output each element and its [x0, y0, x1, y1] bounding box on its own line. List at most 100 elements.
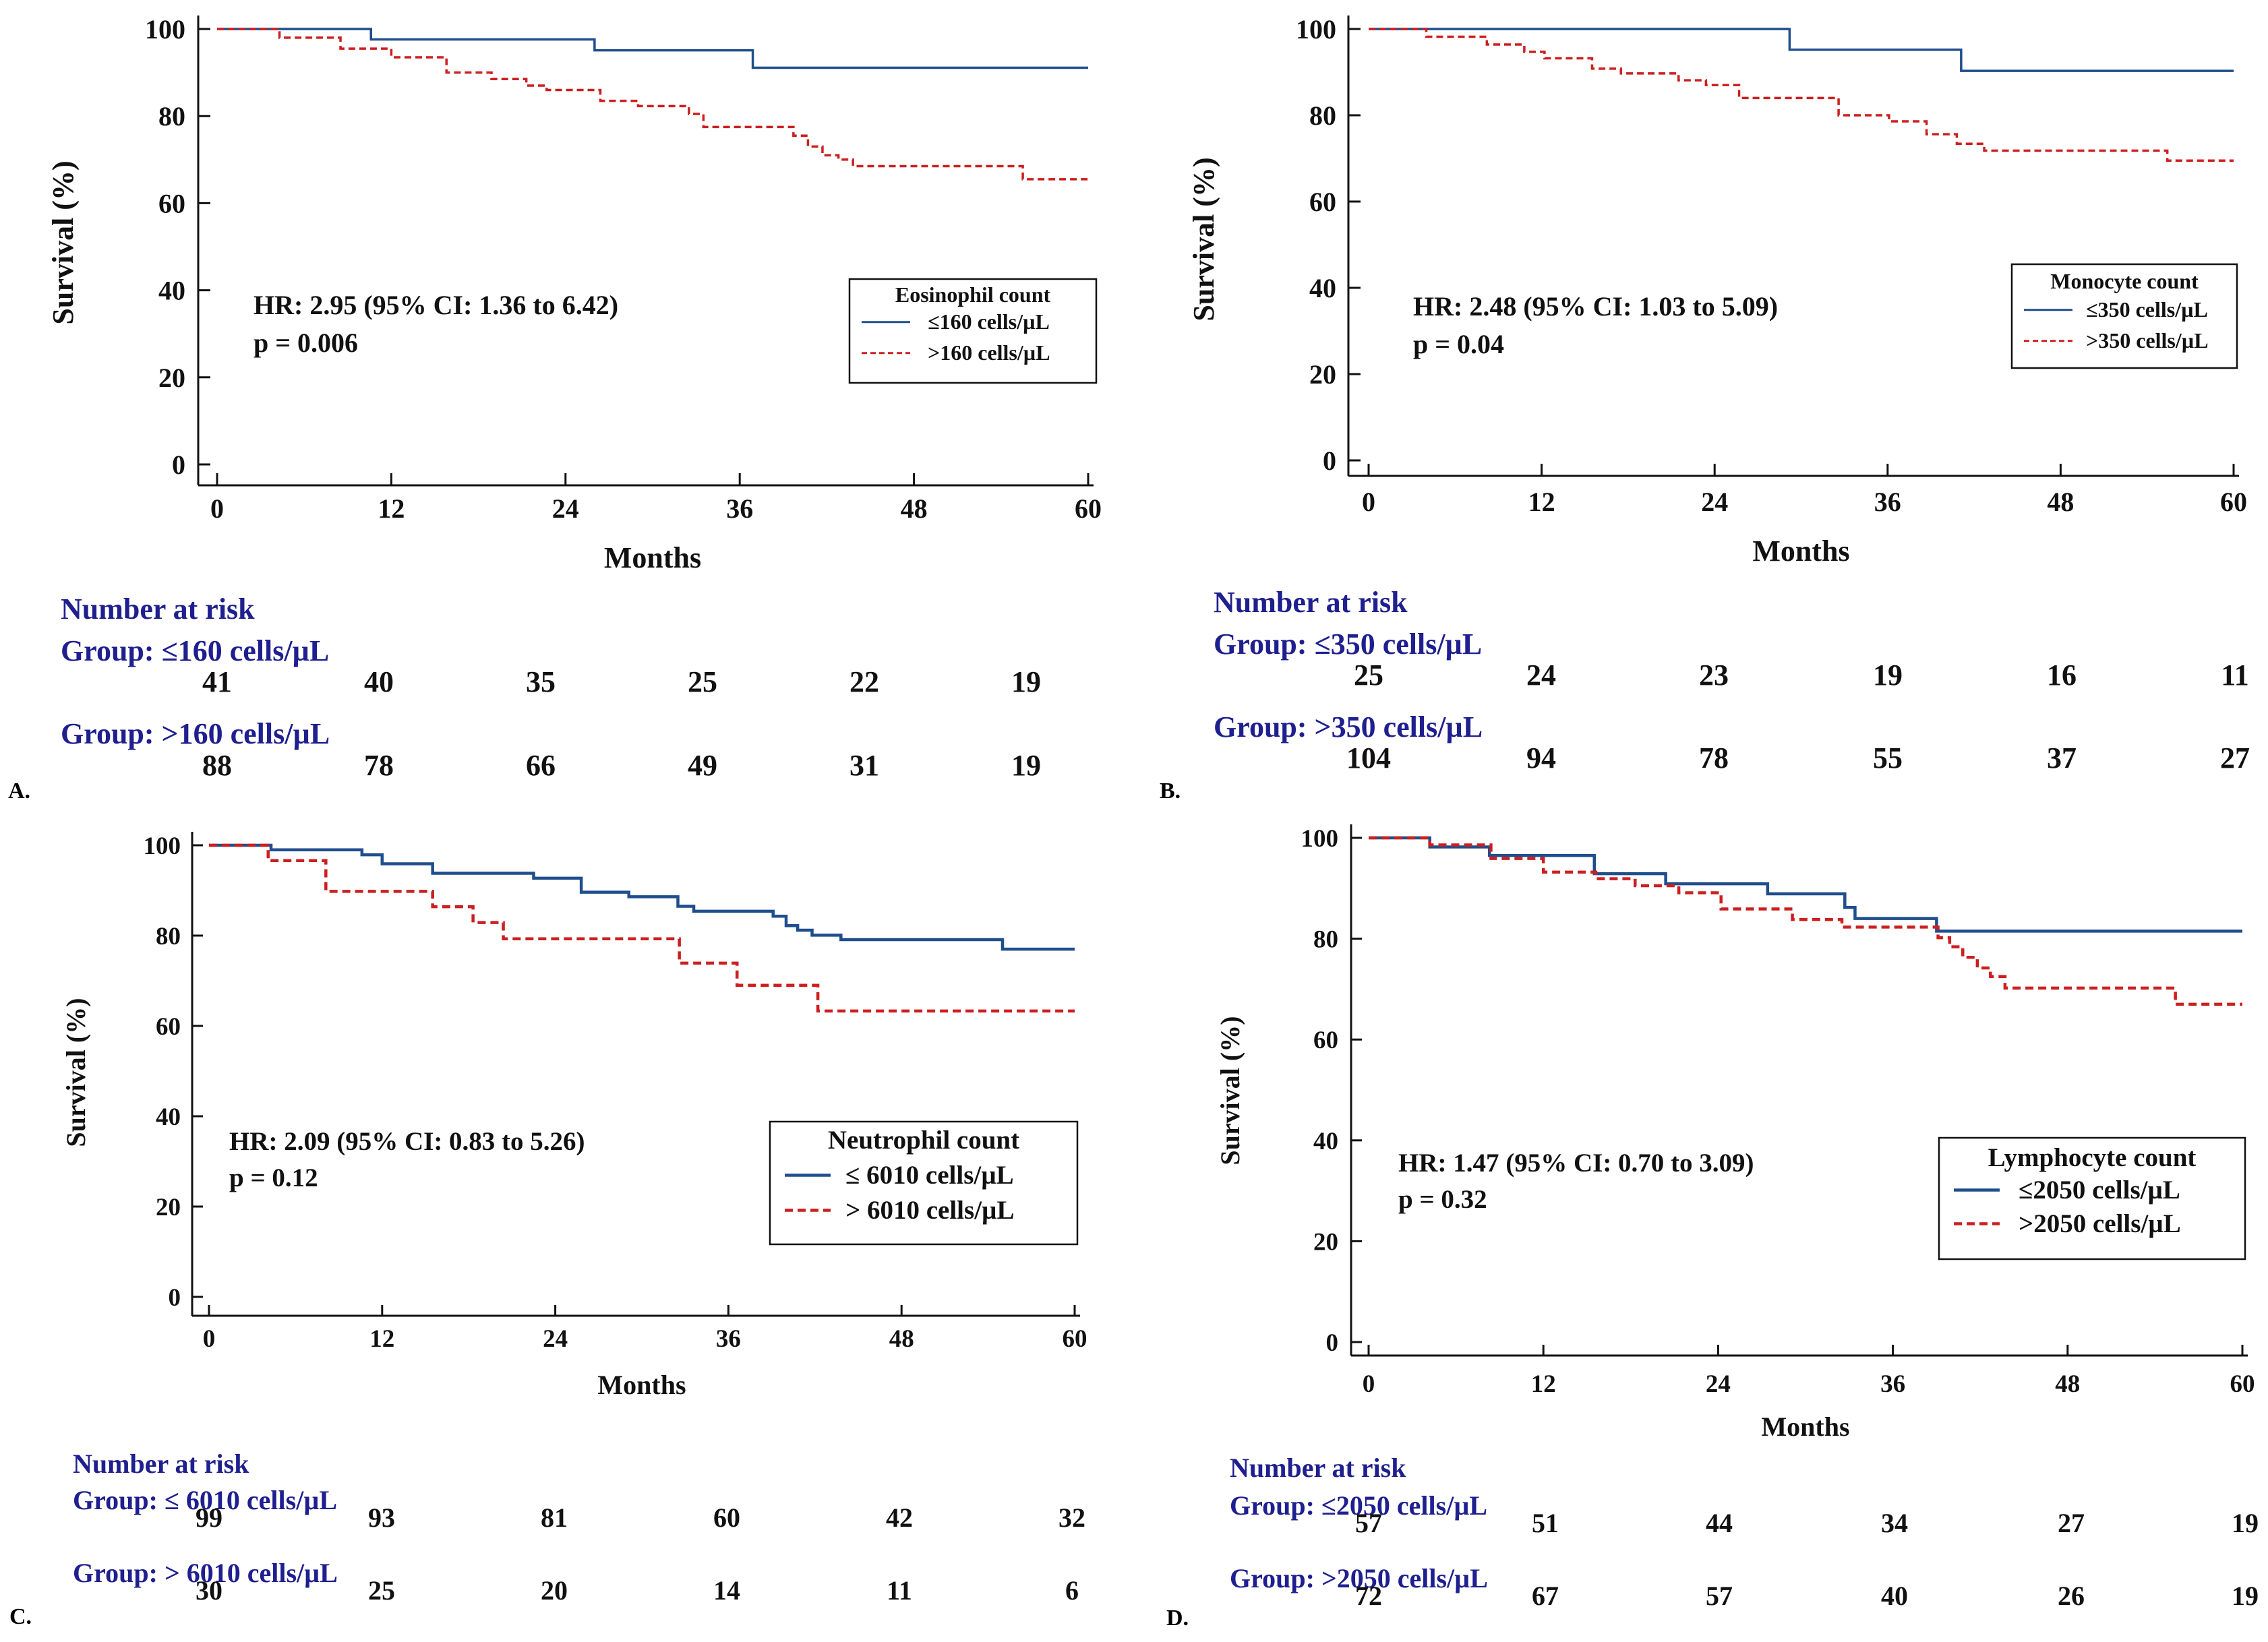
risk-table-value: 78 [364, 749, 394, 782]
risk-table-value: 67 [1532, 1581, 1559, 1611]
legend-item-label: ≤ 6010 cells/µL [845, 1161, 1014, 1190]
risk-table-value: 20 [541, 1575, 568, 1606]
y-axis-label: Survival (%) [1187, 157, 1220, 321]
risk-table-value: 24 [1526, 659, 1556, 692]
risk-table-value: 44 [1706, 1508, 1733, 1538]
x-tick-label: 60 [2220, 487, 2247, 517]
x-tick-label: 60 [1075, 493, 1102, 524]
y-tick-label: 60 [156, 1013, 181, 1041]
x-tick-label: 48 [901, 493, 928, 524]
x-tick-label: 36 [1874, 487, 1901, 517]
y-tick-label: 40 [158, 276, 185, 306]
risk-table-value: 78 [1699, 741, 1729, 774]
risk-table-value: 25 [1354, 659, 1383, 692]
risk-table-value: 23 [1699, 659, 1729, 692]
risk-table-title: Number at risk [61, 592, 255, 626]
km-panel-c: 0 20 40 60 80 100 0 12 24 36 48 60 Months Survival (%… [0, 821, 1134, 1642]
risk-group-label-2: Group: > 6010 cells/µL [73, 1558, 338, 1588]
x-tick-label: 60 [1063, 1325, 1087, 1353]
risk-table-title: Number at risk [1214, 586, 1408, 619]
legend-item-label: > 6010 cells/µL [845, 1196, 1015, 1225]
risk-table-value: 40 [364, 665, 394, 698]
legend-title: Monocyte count [2050, 269, 2199, 293]
panel-letter: D. [1166, 1606, 1189, 1631]
km-chart-b: 0 20 40 60 80 100 0 12 24 36 48 60 Months Survival (%… [1187, 14, 2247, 568]
survival-curve-high-group [1369, 28, 2234, 162]
x-tick-label: 36 [1880, 1370, 1905, 1398]
y-tick-label: 80 [1313, 926, 1338, 954]
risk-table-value: 81 [541, 1502, 568, 1533]
km-panel-b: 0 20 40 60 80 100 0 12 24 36 48 60 Months Survival (%… [1134, 0, 2268, 821]
survival-curve-high-group [209, 843, 1075, 1013]
risk-table-value: 19 [1873, 659, 1903, 692]
survival-curve-high-group [1369, 836, 2242, 1006]
risk-table-value: 99 [196, 1502, 222, 1533]
legend-item-label: ≤2050 cells/µL [2019, 1176, 2180, 1205]
risk-table-value: 22 [849, 665, 879, 698]
y-tick-label: 60 [158, 188, 185, 218]
y-tick-label: 40 [1313, 1128, 1338, 1155]
risk-table-value: 26 [2058, 1581, 2085, 1611]
y-tick-label: 20 [1313, 1228, 1338, 1256]
legend-item-label: >2050 cells/µL [2019, 1209, 2181, 1238]
risk-table-title: Number at risk [73, 1449, 249, 1479]
y-tick-label: 0 [169, 1284, 181, 1312]
y-tick-label: 100 [145, 14, 185, 44]
risk-table-value: 27 [2220, 741, 2250, 774]
risk-table-value: 60 [713, 1502, 740, 1533]
risk-table-value: 19 [2232, 1508, 2259, 1538]
hazard-ratio-text: HR: 2.95 (95% CI: 1.36 to 6.42) [253, 290, 618, 320]
p-value-text: p = 0.32 [1398, 1185, 1487, 1214]
km-chart-d: 0 20 40 60 80 100 0 12 24 36 48 60 Months Survival (%… [1215, 824, 2255, 1442]
risk-table-value: 37 [2047, 741, 2077, 774]
x-tick-label: 0 [203, 1325, 216, 1353]
x-tick-label: 60 [2230, 1370, 2255, 1398]
y-tick-label: 20 [158, 363, 185, 393]
panel-letter: A. [8, 779, 31, 803]
hazard-ratio-text: HR: 2.09 (95% CI: 0.83 to 5.26) [229, 1127, 585, 1156]
risk-table-value: 19 [2232, 1581, 2259, 1611]
x-tick-label: 48 [2055, 1370, 2080, 1398]
risk-group-label-2: Group: >2050 cells/µL [1230, 1563, 1488, 1593]
x-axis-label: Months [1761, 1411, 1849, 1442]
legend-item-label: ≤350 cells/µL [2086, 297, 2208, 322]
x-axis-label: Months [1752, 535, 1849, 568]
km-chart-c: 0 20 40 60 80 100 0 12 24 36 48 60 Months Survival (%… [61, 832, 1087, 1400]
risk-table-value: 14 [713, 1575, 740, 1606]
legend-item-label: >350 cells/µL [2086, 328, 2209, 353]
p-value-text: p = 0.12 [229, 1163, 318, 1192]
y-axis-label: Survival (%) [61, 998, 91, 1147]
hazard-ratio-text: HR: 1.47 (95% CI: 0.70 to 3.09) [1398, 1149, 1754, 1178]
risk-table-value: 49 [688, 749, 717, 782]
x-tick-label: 12 [378, 493, 405, 524]
x-tick-label: 0 [1362, 487, 1375, 517]
legend-title: Lymphocyte count [1988, 1143, 2197, 1172]
panel-letter: B. [1160, 779, 1181, 803]
x-tick-label: 48 [2047, 487, 2074, 517]
y-tick-label: 40 [1309, 273, 1336, 303]
x-tick-label: 12 [1531, 1370, 1556, 1398]
x-axis-label: Months [604, 541, 701, 574]
risk-table-value: 32 [1058, 1502, 1085, 1533]
legend-item-label: ≤160 cells/µL [928, 309, 1050, 334]
x-tick-label: 48 [889, 1325, 914, 1353]
legend-box [769, 1120, 1079, 1246]
risk-table-value: 93 [368, 1502, 395, 1533]
risk-table-value: 6 [1065, 1575, 1079, 1606]
p-value-text: p = 0.04 [1413, 329, 1504, 359]
y-tick-label: 80 [158, 101, 185, 131]
risk-table-value: 104 [1346, 741, 1391, 774]
legend-item-label: >160 cells/µL [928, 340, 1050, 365]
p-value-text: p = 0.006 [253, 328, 358, 358]
hazard-ratio-text: HR: 2.48 (95% CI: 1.03 to 5.09) [1413, 291, 1778, 322]
km-panel-d: 0 20 40 60 80 100 0 12 24 36 48 60 Months Survival (%… [1134, 821, 2268, 1642]
risk-table-value: 41 [202, 665, 232, 698]
y-tick-label: 0 [1323, 446, 1336, 476]
legend-box [2010, 263, 2238, 369]
risk-table-value: 51 [1532, 1508, 1559, 1538]
panel-letter: C. [9, 1604, 32, 1629]
survival-curve-low-group [209, 843, 1075, 951]
risk-table-value: 11 [887, 1575, 912, 1606]
x-tick-label: 36 [716, 1325, 741, 1353]
legend-box [1938, 1136, 2246, 1260]
